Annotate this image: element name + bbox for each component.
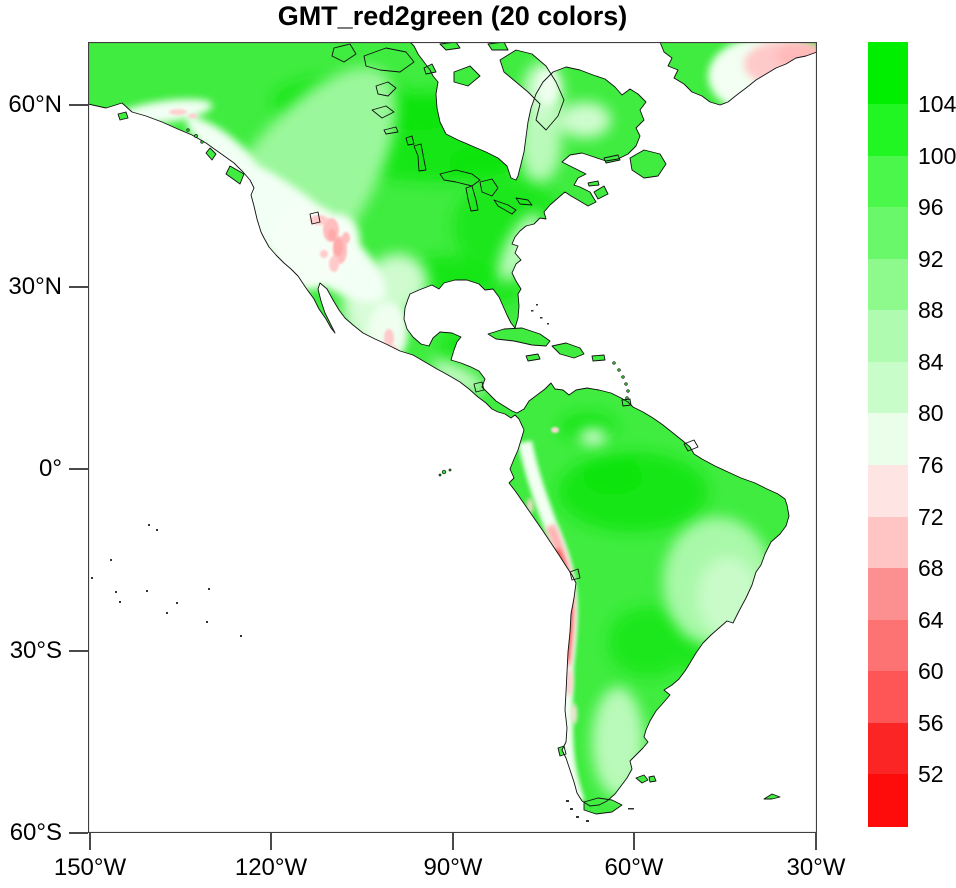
colorbar-label: 80 [918,400,944,427]
x-label-90w: 90°W [423,854,483,881]
colorbar-segment [868,258,908,311]
colorbar-segment [868,464,908,517]
colorbar-segment [868,361,908,414]
colorbar-label: 76 [918,451,944,478]
y-tick-60s [69,832,88,834]
colorbar-segment [868,310,908,362]
colorbar-segment [868,207,908,259]
colorbar-segment [868,619,908,672]
field-shading-overlays [113,42,817,805]
colorbar-segment [868,568,908,620]
chart-title: GMT_red2green (20 colors) [277,1,628,31]
map-plot-area [87,41,818,834]
colorbar-label: 96 [918,194,944,221]
x-label-150w: 150°W [53,854,127,881]
colorbar-label: 72 [918,503,944,530]
colorbar-label: 56 [918,709,944,736]
colorbar-segment [868,722,908,775]
x-tick-120w [270,833,272,850]
y-tick-30s [69,650,88,652]
colorbar-label: 88 [918,297,944,324]
colorbar-label: 68 [918,555,944,582]
colorbar-label: 64 [918,606,944,633]
x-tick-90w [452,833,454,850]
colorbar-label: 92 [918,245,944,272]
colorbar-label: 60 [918,658,944,685]
colorbar-segment [868,516,908,569]
colorbar-label: 84 [918,348,944,375]
y-label-30s: 30°S [9,637,62,664]
colorbar-label: 104 [918,91,956,117]
small-islands [186,128,630,477]
x-label-60w: 60°W [604,854,664,881]
y-tick-0 [69,468,88,470]
x-tick-60w [633,833,635,850]
x-tick-30w [815,833,817,850]
x-label-120w: 120°W [234,854,308,881]
colorbar-segment [868,671,908,723]
y-label-30n: 30°N [8,273,62,300]
x-label-30w: 30°W [786,854,846,881]
colorbar-label: 100 [918,142,956,169]
colorbar [868,42,908,827]
lake-outlines [309,81,581,581]
ocean-specks [91,304,634,822]
map-frame [87,41,818,834]
colorbar-segment [868,42,908,104]
americas-map-canvas [87,41,818,834]
colorbar-segment [868,104,908,156]
colorbar-segment [868,774,908,827]
coastlines [87,41,818,815]
y-label-0: 0° [39,455,62,482]
x-tick-150w [89,833,91,850]
colorbar-segment [868,155,908,208]
y-tick-60n [69,104,88,106]
y-tick-30n [69,286,88,288]
colorbar-label: 52 [918,761,944,788]
colorbar-segment [868,413,908,465]
y-label-60s: 60°S [9,819,62,846]
y-label-60n: 60°N [8,91,62,118]
